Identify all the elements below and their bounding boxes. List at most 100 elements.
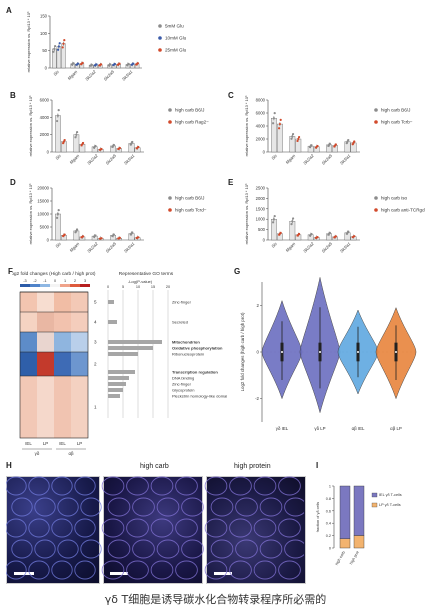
villus-outline [34,539,56,559]
go-bar [108,300,114,304]
violin-median [319,351,321,353]
data-point [137,236,140,239]
cluster-number: 5 [94,300,97,305]
go-bar [108,346,153,350]
micrograph-high-carb [103,476,203,584]
data-point [279,231,282,234]
heatmap-cell [71,312,88,332]
villus-outline [101,560,125,580]
villus-outline [11,539,33,559]
go-term-label: Pleckstrin homology-like domain [172,394,227,399]
legend-marker [168,108,172,112]
legend-label: high carb iso [381,196,407,201]
y-tick-label: 10000 [37,212,49,217]
violin-median [395,351,397,353]
x-tick-label: Slc5a1 [123,241,136,254]
y-tick-label: 2 [257,303,260,308]
panel-label-a: A [6,6,12,15]
label-high-protein: high protein [234,463,271,470]
go-bar [108,382,126,386]
legend-label: 10mM Glu [165,36,187,41]
y-tick-label: 0 [47,238,50,243]
y-tick-label: 0 [257,350,260,355]
data-point [63,233,66,236]
cluster-number: 4 [94,320,97,325]
data-point [72,62,75,65]
heatmap-cell [71,376,88,438]
data-point [56,216,59,219]
legend-marker [374,208,378,212]
data-point [76,130,79,134]
y-tick-label: 5000 [40,225,50,230]
y-tick-label: 4000 [256,124,266,129]
data-point [53,47,56,51]
data-point [347,138,350,142]
data-point [298,135,301,139]
villus-outline [204,518,228,538]
y-tick-label: 15000 [37,199,49,204]
data-point [131,140,134,144]
y-axis-label: relative expression vs. Rpl13 * 10³ [28,95,33,156]
villus-outline [181,539,204,559]
data-point [57,45,61,48]
y-tick-label: 50 [42,48,47,53]
x-tick-label: Slc2a2 [302,153,315,166]
x-tick-label: Slc2a5 [103,69,116,82]
color-scale-label: 3 [84,279,86,283]
villus-outline [80,539,102,559]
data-point [109,63,112,66]
data-point [334,235,337,238]
y-axis-label: relative expression vs. Rpl13 * 10³ [28,183,33,244]
micrograph-high-protein [206,476,306,584]
go-term-label: Oxidative phosphorylation [172,346,223,351]
go-axis-label: -Log(P-value) [128,279,153,284]
data-point [347,230,350,233]
data-point [118,62,121,65]
heatmap-cell [20,376,37,438]
y-tick-label: 0.6 [326,509,331,513]
go-bar [108,320,117,324]
villus-outline [181,497,204,517]
data-point [278,122,281,126]
violin-median [357,351,359,353]
y-tick-label: 500 [258,227,266,232]
stacked-bar-panel-i: 0 0.2 0.4 0.6 0.8 1 fraction of γδ cells high c… [316,485,402,567]
color-scale-label: 0 [54,279,56,283]
data-point [95,63,98,66]
bar-chart-d: 0 5000 10000 15000 20000 relative expression … [28,183,207,254]
legend-marker [374,196,378,200]
data-point [272,218,275,221]
scale-bar [14,572,34,575]
data-point [63,138,66,142]
data-point [81,61,84,64]
go-title: Representative GO terms [119,271,174,277]
villus-outline [175,476,198,496]
y-tick-label: 0 [263,238,266,243]
data-point [310,232,313,236]
y-tick-label: 1000 [256,217,266,222]
panel-label-c: C [228,91,234,100]
y-axis-label: relative expression vs. Rpl13 * 10³ [26,11,31,72]
data-point [61,46,64,49]
villus-outline [210,497,234,517]
y-tick-label: 8000 [256,98,266,103]
x-tick-label: Slc2a2 [86,241,99,254]
group-label: γδ [35,451,40,456]
bar-chart-a: 0 50 100 150 relative expression vs. Rpl13 *… [26,11,187,82]
villus-outline [278,476,301,496]
heatmap-cell [71,352,88,376]
y-tick-label: 4000 [40,115,50,120]
color-scale-segment [20,284,30,287]
data-point [82,235,85,238]
villus-outline [126,518,149,538]
data-point [273,112,276,115]
go-term-label: DNA binding [172,376,194,381]
x-tick-label: Slc2a2 [302,241,315,254]
villus-outline [150,560,174,580]
heatmap-border [19,291,89,439]
villus-outline [175,518,198,538]
panel-label-g: G [234,267,241,276]
legend-label: high carb Rag2− [175,120,209,125]
stacked-bar-iel [353,485,365,536]
villus-outline [229,476,252,496]
